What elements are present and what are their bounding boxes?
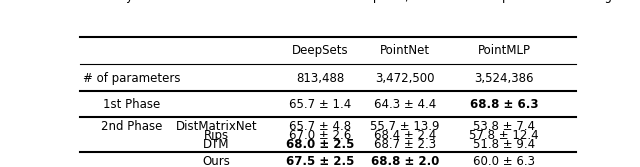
Text: accuracy when we combine our method with DeepSets/PointNet is competitive with u: accuracy when we combine our method with…	[80, 0, 630, 3]
Text: DTM: DTM	[203, 138, 230, 151]
Text: 65.7 ± 4.8: 65.7 ± 4.8	[289, 120, 351, 133]
Text: 68.8 ± 6.3: 68.8 ± 6.3	[470, 98, 538, 111]
Text: 68.4 ± 2.4: 68.4 ± 2.4	[374, 129, 436, 142]
Text: 53.8 ± 7.4: 53.8 ± 7.4	[473, 120, 535, 133]
Text: 57.8 ± 12.4: 57.8 ± 12.4	[469, 129, 539, 142]
Text: PointMLP: PointMLP	[477, 44, 531, 57]
Text: 68.8 ± 2.0: 68.8 ± 2.0	[371, 155, 439, 167]
Text: DeepSets: DeepSets	[292, 44, 349, 57]
Text: # of parameters: # of parameters	[83, 72, 181, 85]
Text: 813,488: 813,488	[296, 72, 345, 85]
Text: 68.7 ± 2.3: 68.7 ± 2.3	[374, 138, 436, 151]
Text: 67.5 ± 2.5: 67.5 ± 2.5	[286, 155, 355, 167]
Text: 2nd Phase: 2nd Phase	[101, 120, 163, 133]
Text: DistMatrixNet: DistMatrixNet	[175, 120, 257, 133]
Text: 51.8 ± 9.4: 51.8 ± 9.4	[473, 138, 535, 151]
Text: 67.0 ± 2.6: 67.0 ± 2.6	[289, 129, 352, 142]
Text: 3,524,386: 3,524,386	[474, 72, 534, 85]
Text: 65.7 ± 1.4: 65.7 ± 1.4	[289, 98, 352, 111]
Text: 1st Phase: 1st Phase	[104, 98, 161, 111]
Text: 64.3 ± 4.4: 64.3 ± 4.4	[374, 98, 436, 111]
Text: 55.7 ± 13.9: 55.7 ± 13.9	[370, 120, 440, 133]
Text: PointNet: PointNet	[380, 44, 430, 57]
Text: 68.0 ± 2.5: 68.0 ± 2.5	[286, 138, 355, 151]
Text: 3,472,500: 3,472,500	[375, 72, 435, 85]
Text: Rips: Rips	[204, 129, 229, 142]
Text: Ours: Ours	[202, 155, 230, 167]
Text: 60.0 ± 6.3: 60.0 ± 6.3	[473, 155, 535, 167]
